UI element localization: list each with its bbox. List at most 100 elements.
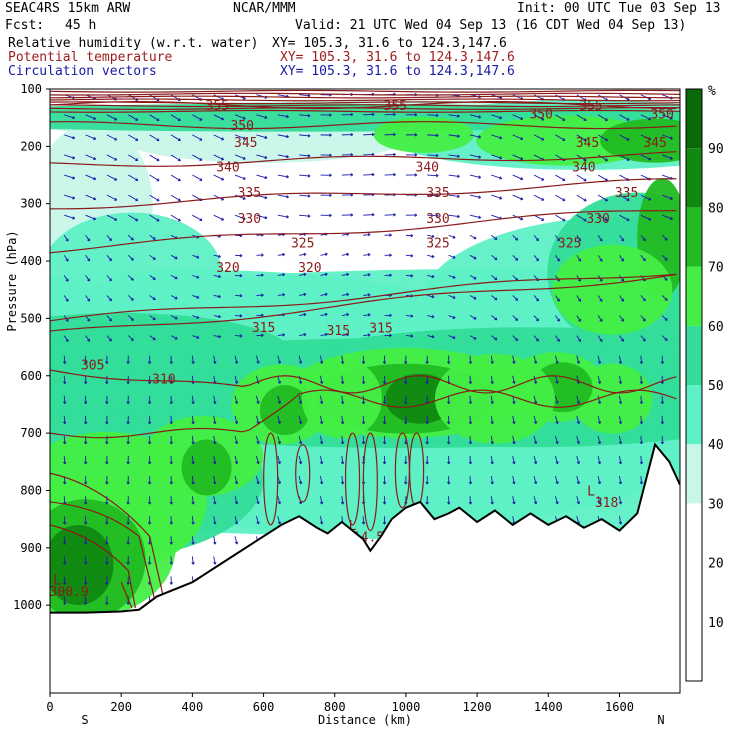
wind-arrowhead — [221, 157, 225, 161]
wind-vector — [576, 335, 581, 342]
theta-label: 335 — [426, 186, 449, 201]
wind-vector — [149, 194, 160, 202]
wind-arrowhead — [599, 298, 603, 302]
wind-vector — [427, 214, 439, 217]
wind-vector — [490, 375, 493, 384]
wind-vector — [555, 275, 560, 282]
wind-vector — [597, 94, 608, 101]
wind-arrowhead — [105, 441, 109, 445]
wind-vector — [63, 456, 66, 465]
field-1-name: Relative humidity (w.r.t. water) — [8, 36, 259, 51]
wind-vector — [106, 214, 117, 221]
wind-arrowhead — [499, 116, 503, 120]
wind-vector — [192, 335, 200, 339]
y-tick-label: 800 — [20, 483, 42, 497]
wind-vector — [448, 295, 456, 299]
wind-arrowhead — [648, 157, 652, 161]
theta-label: 355 — [206, 99, 229, 114]
wind-arrowhead — [499, 176, 503, 180]
theta-contour-318 — [50, 389, 677, 439]
wind-arrowhead — [286, 215, 289, 219]
wind-arrowhead — [346, 272, 350, 277]
wind-arrowhead — [303, 252, 307, 257]
wind-arrowhead — [286, 195, 289, 199]
wind-arrowhead — [578, 318, 582, 322]
wind-arrowhead — [478, 135, 482, 139]
wind-vector — [213, 375, 216, 384]
wind-arrowhead — [298, 461, 303, 465]
wind-vector — [298, 395, 302, 404]
wind-arrowhead — [63, 401, 67, 405]
wind-arrowhead — [114, 117, 118, 121]
wind-arrowhead — [562, 117, 566, 121]
wind-arrowhead — [583, 178, 587, 182]
wind-vector — [512, 315, 518, 321]
x-tick-label: 200 — [110, 700, 132, 714]
wind-vector — [299, 154, 311, 157]
wind-arrowhead — [515, 237, 519, 241]
wind-arrowhead — [105, 461, 109, 465]
wind-vector — [149, 295, 156, 300]
wind-arrowhead — [389, 313, 392, 318]
wind-arrowhead — [468, 381, 473, 384]
wind-vector — [427, 154, 439, 157]
wind-arrowhead — [490, 401, 494, 405]
wind-vector — [533, 295, 539, 302]
wind-arrowhead — [340, 421, 345, 425]
wind-arrowhead — [147, 481, 152, 485]
wind-arrowhead — [282, 273, 286, 277]
wind-vector — [597, 114, 608, 121]
wind-arrowhead — [618, 401, 623, 405]
wind-arrowhead — [494, 257, 498, 261]
wind-arrowhead — [599, 238, 603, 242]
wind-vector — [277, 516, 281, 525]
wind-arrowhead — [234, 541, 239, 545]
wind-vector — [512, 295, 518, 301]
wind-arrowhead — [621, 298, 624, 302]
wind-arrowhead — [535, 238, 539, 242]
wind-vector — [555, 214, 566, 222]
wind-arrowhead — [63, 582, 67, 585]
wind-arrowhead — [494, 337, 498, 341]
wind-vector — [299, 293, 307, 296]
theta-contour-315 — [50, 501, 158, 609]
wind-arrowhead — [242, 156, 246, 160]
wind-vector — [363, 174, 375, 176]
wind-arrowhead — [639, 381, 644, 384]
wind-arrowhead — [404, 481, 408, 485]
wind-vector — [170, 254, 178, 260]
wind-arrowhead — [213, 521, 217, 525]
wind-arrowhead — [340, 361, 345, 364]
wind-vector — [256, 516, 259, 525]
wind-vector — [106, 255, 112, 261]
wind-vector — [234, 214, 246, 220]
theta-label: 315 — [252, 321, 275, 336]
wind-vector — [64, 174, 75, 179]
wind-vector — [640, 154, 651, 161]
wind-arrowhead — [626, 117, 630, 121]
center-label: NCAR/MMM — [233, 1, 296, 16]
wind-vector — [106, 295, 112, 302]
wind-vector — [234, 174, 246, 180]
wind-arrowhead — [213, 461, 217, 465]
wind-arrowhead — [130, 297, 134, 301]
wind-arrowhead — [340, 441, 345, 445]
wind-arrowhead — [324, 332, 328, 337]
wind-vector — [341, 375, 344, 384]
wind-vector — [597, 415, 601, 424]
wind-arrowhead — [468, 481, 473, 485]
wind-vector — [213, 315, 221, 318]
wind-arrowhead — [340, 381, 345, 384]
wind-arrowhead — [494, 297, 498, 301]
wind-arrowhead — [642, 238, 646, 242]
wind-arrowhead — [605, 158, 608, 162]
theta-label: 320 — [298, 261, 321, 276]
wind-vector — [63, 596, 66, 605]
wind-arrowhead — [473, 336, 477, 340]
wind-arrowhead — [621, 258, 624, 262]
wind-vector — [491, 315, 498, 321]
wind-arrowhead — [520, 136, 524, 141]
wind-arrowhead — [213, 481, 217, 485]
wind-arrowhead — [361, 421, 366, 425]
wind-vector — [491, 194, 502, 200]
